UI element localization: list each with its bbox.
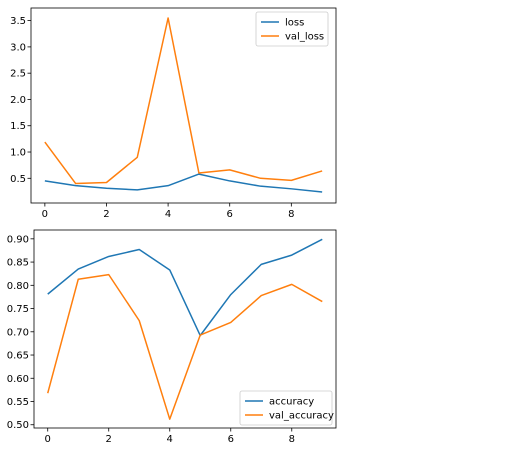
y-tick-label: 0.65 [7, 351, 29, 362]
x-tick-label: 8 [288, 209, 294, 220]
y-tick-label: 0.80 [7, 281, 29, 292]
x-tick-label: 6 [228, 434, 234, 445]
y-tick-label: 0.60 [7, 374, 29, 385]
y-tick-label: 0.50 [7, 420, 29, 431]
y-tick-label: 0.70 [7, 327, 29, 338]
x-tick-label: 4 [165, 209, 171, 220]
series-line-val_accuracy [47, 273, 323, 420]
x-tick-label: 0 [42, 209, 48, 220]
y-tick-label: 0.90 [7, 234, 29, 245]
series-line-loss [44, 173, 323, 193]
y-tick-label: 3.5 [10, 16, 26, 27]
legend-box [255, 11, 329, 47]
x-tick-label: 2 [103, 209, 109, 220]
legend-box [239, 390, 333, 426]
y-tick-label: 0.55 [7, 397, 29, 408]
legend: loss val_loss [255, 11, 329, 47]
x-tick-label: 6 [227, 209, 233, 220]
series-line-accuracy [47, 238, 323, 337]
y-tick-label: 0.85 [7, 258, 29, 269]
chart-panel-2: 0 2 4 6 8 0.50 0.55 0.60 0.65 0.70 0.75 0.80 0.85 0.9… [7, 229, 337, 445]
x-tick-label: 4 [167, 434, 173, 445]
legend: accuracy val_accuracy [239, 390, 334, 426]
y-tick-label: 1.0 [10, 148, 26, 159]
series-line-val_loss [44, 17, 323, 185]
chart-panel-1: 0 2 4 6 8 0.5 1.0 1.5 2.0 2.5 3.0 3.5 loss val_loss [10, 7, 337, 220]
y-tick-label: 0.75 [7, 304, 29, 315]
legend-entry-accuracy: accuracy [269, 397, 314, 408]
y-tick-label: 0.5 [10, 174, 26, 185]
plot-frame [33, 229, 337, 429]
plot-frame [30, 7, 337, 204]
y-tick-label: 3.0 [10, 42, 26, 53]
y-tick-label: 2.0 [10, 95, 26, 106]
x-tick-label: 0 [45, 434, 51, 445]
legend-entry-val_accuracy: val_accuracy [269, 411, 334, 422]
legend-entry-val_loss: val_loss [285, 32, 324, 43]
x-tick-label: 2 [106, 434, 112, 445]
y-tick-label: 1.5 [10, 121, 26, 132]
legend-entry-loss: loss [285, 18, 304, 29]
x-tick-label: 8 [289, 434, 295, 445]
y-tick-label: 2.5 [10, 69, 26, 80]
